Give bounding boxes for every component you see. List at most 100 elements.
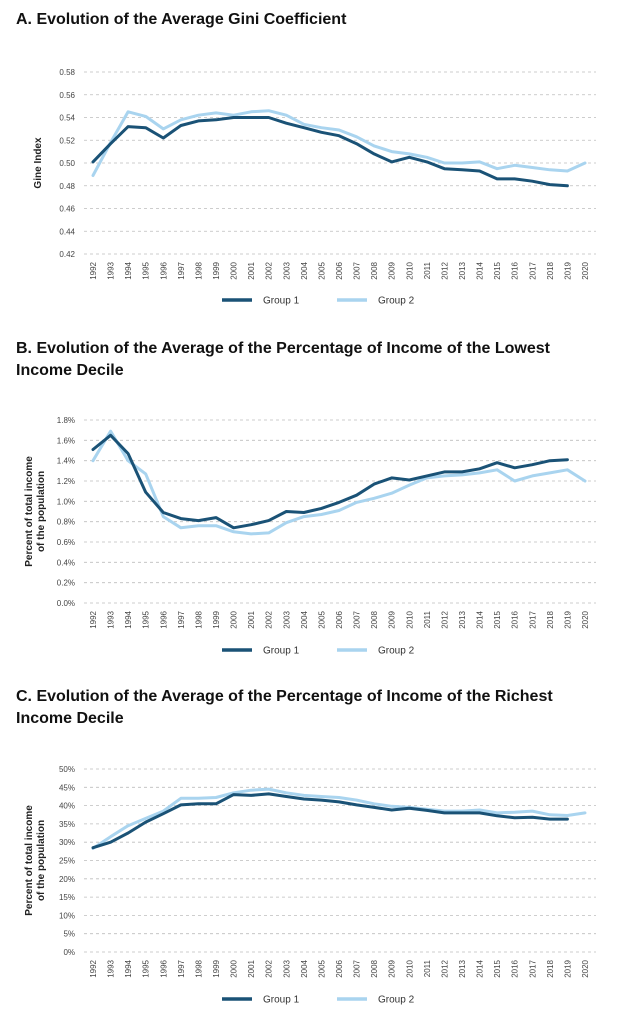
x-tick-label: 2018 — [546, 959, 555, 977]
series-line-group-2 — [91, 787, 587, 850]
y-tick-label: 25% — [59, 857, 75, 866]
y-tick-label: 0.54 — [59, 114, 75, 123]
x-tick-label: 2000 — [230, 610, 239, 628]
x-tick-label: 1995 — [142, 959, 151, 977]
x-tick-label: 1999 — [212, 610, 221, 628]
y-axis-label: of the population — [36, 471, 47, 552]
x-tick-label: 2002 — [265, 610, 274, 628]
x-tick-label: 2004 — [300, 959, 309, 977]
chart-title: C. Evolution of the Average of the Perce… — [16, 688, 553, 727]
x-tick-label: 1998 — [194, 261, 203, 279]
y-tick-label: 50% — [59, 765, 75, 774]
x-tick-label: 2007 — [353, 261, 362, 279]
y-tick-label: 30% — [59, 838, 75, 847]
x-tick-label: 2018 — [546, 610, 555, 628]
x-tick-label: 2013 — [458, 959, 467, 977]
x-tick-label: 2001 — [247, 610, 256, 628]
series-line-group-2 — [91, 429, 587, 536]
x-tick-label: 2018 — [546, 261, 555, 279]
x-tick-label: 2002 — [265, 261, 274, 279]
y-tick-label: 0.6% — [57, 538, 75, 547]
x-tick-label: 2008 — [370, 261, 379, 279]
x-tick-label: 1993 — [107, 959, 116, 977]
x-tick-label: 1998 — [194, 959, 203, 977]
x-tick-label: 2005 — [317, 610, 326, 628]
x-tick-label: 2010 — [405, 261, 414, 279]
panel-lowest-decile: B. Evolution of the Average of the Perce… — [16, 340, 596, 657]
y-tick-label: 0.44 — [59, 227, 75, 236]
y-axis-label: Percent of total income — [24, 805, 35, 916]
series-line-group-2 — [91, 109, 587, 177]
x-tick-label: 1997 — [177, 261, 186, 279]
x-tick-label: 2007 — [353, 959, 362, 977]
x-tick-label: 1992 — [89, 610, 98, 628]
x-tick-label: 2015 — [493, 610, 502, 628]
x-tick-label: 1996 — [159, 610, 168, 628]
x-tick-label: 2001 — [247, 261, 256, 279]
x-tick-label: 1995 — [142, 261, 151, 279]
x-tick-label: 2003 — [282, 261, 291, 279]
x-tick-label: 2019 — [563, 261, 572, 279]
y-tick-label: 1.4% — [57, 457, 75, 466]
legend-label: Group 2 — [378, 995, 415, 1006]
x-tick-label: 2002 — [265, 959, 274, 977]
series-line-group-1 — [91, 433, 569, 530]
x-tick-label: 2014 — [476, 959, 485, 977]
x-tick-label: 1999 — [212, 261, 221, 279]
y-tick-label: 45% — [59, 783, 75, 792]
x-tick-label: 2019 — [563, 610, 572, 628]
x-tick-label: 1996 — [159, 959, 168, 977]
y-tick-label: 0.56 — [59, 91, 75, 100]
x-tick-label: 2014 — [476, 261, 485, 279]
y-tick-label: 0.50 — [59, 159, 75, 168]
x-tick-label: 2012 — [440, 959, 449, 977]
chart-lowest-decile: 1.8% 1.6% 1.4% 1.2% 1.0% 0.8% 0.6% 0.4% 0.2% 0.0%… — [24, 416, 596, 657]
y-tick-label: 0.46 — [59, 205, 75, 214]
x-tick-label: 2006 — [335, 261, 344, 279]
x-tick-label: 2008 — [370, 959, 379, 977]
x-tick-label: 2016 — [511, 610, 520, 628]
y-tick-label: 0.58 — [59, 68, 75, 77]
x-tick-label: 2014 — [476, 610, 485, 628]
y-tick-label: 0.4% — [57, 558, 75, 567]
x-tick-label: 2012 — [440, 610, 449, 628]
x-tick-label: 2013 — [458, 610, 467, 628]
x-tick-label: 2000 — [230, 261, 239, 279]
y-tick-label: 15% — [59, 893, 75, 902]
series-line-group-1 — [91, 116, 569, 188]
x-tick-label: 1999 — [212, 959, 221, 977]
y-tick-label: 1.2% — [57, 477, 75, 486]
chart-title: A. Evolution of the Average Gini Coeffic… — [16, 11, 347, 28]
x-tick-label: 1997 — [177, 959, 186, 977]
x-tick-label: 2015 — [493, 261, 502, 279]
y-tick-label: 0% — [63, 948, 75, 957]
y-tick-label: 0.0% — [57, 599, 75, 608]
legend-label: Group 1 — [263, 646, 300, 657]
x-tick-label: 1994 — [124, 610, 133, 628]
x-tick-label: 2006 — [335, 610, 344, 628]
chart-title: B. Evolution of the Average of the Perce… — [16, 340, 550, 379]
x-tick-label: 2011 — [423, 959, 432, 977]
x-tick-label: 2009 — [388, 959, 397, 977]
y-tick-label: 0.42 — [59, 250, 75, 259]
x-tick-label: 2020 — [581, 610, 590, 628]
y-axis-label: Percent of total income — [24, 456, 35, 567]
x-tick-label: 2016 — [511, 261, 520, 279]
y-tick-label: 10% — [59, 911, 75, 920]
legend-label: Group 2 — [378, 296, 415, 307]
y-tick-label: 5% — [63, 930, 75, 939]
x-tick-label: 2017 — [528, 261, 537, 279]
legend-label: Group 1 — [263, 995, 300, 1006]
legend-label: Group 1 — [263, 296, 300, 307]
x-tick-label: 1992 — [89, 959, 98, 977]
x-tick-label: 2020 — [581, 959, 590, 977]
x-tick-label: 2012 — [440, 261, 449, 279]
y-tick-label: 20% — [59, 875, 75, 884]
x-tick-label: 2007 — [353, 610, 362, 628]
y-axis-label: Gine Index — [33, 137, 44, 189]
legend-label: Group 2 — [378, 646, 415, 657]
x-tick-label: 2013 — [458, 261, 467, 279]
x-tick-label: 2008 — [370, 610, 379, 628]
